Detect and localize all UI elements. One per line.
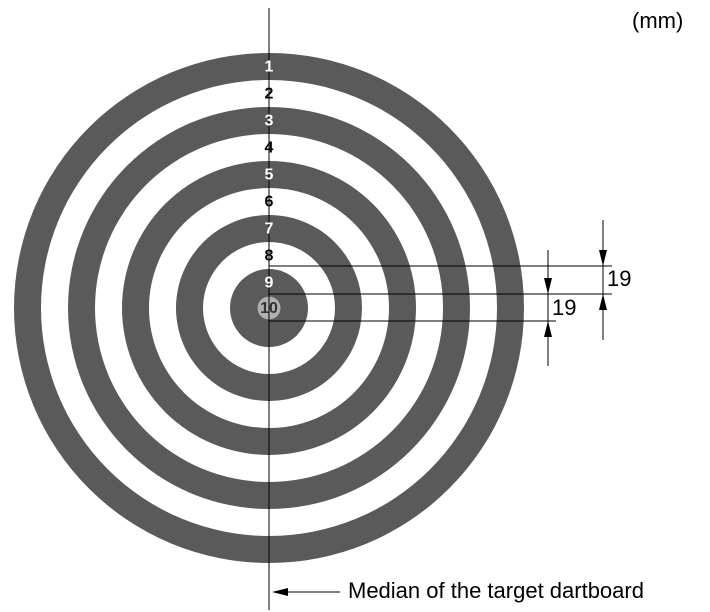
ring-label: 2 <box>265 86 274 103</box>
ring-label: 3 <box>265 113 274 130</box>
caption: Median of the target dartboard <box>348 578 644 603</box>
arrow-head <box>272 588 288 596</box>
ring-label: 5 <box>265 167 274 184</box>
ring-label: 6 <box>265 194 274 211</box>
dimension-label: 19 <box>607 266 631 291</box>
arrow-head <box>599 250 607 266</box>
ring-label: 8 <box>265 248 274 265</box>
arrow-head <box>544 321 552 337</box>
ring-label: 1 <box>265 59 274 76</box>
arrow-head <box>544 278 552 294</box>
arrow-head <box>599 294 607 310</box>
ring-label: 9 <box>265 275 274 292</box>
ring-label: 4 <box>265 140 274 157</box>
unit-label: (mm) <box>632 8 683 33</box>
dimension-label: 19 <box>552 295 576 320</box>
ring-label: 7 <box>265 221 274 238</box>
ring-label: 10 <box>260 300 278 317</box>
